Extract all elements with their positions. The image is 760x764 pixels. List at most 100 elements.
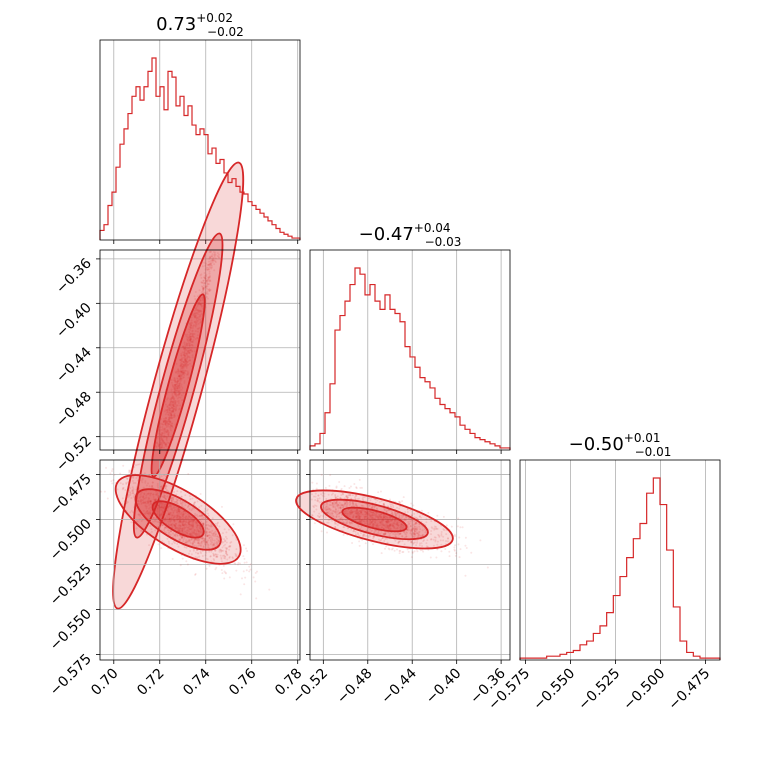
scatter-point xyxy=(164,423,167,426)
scatter-point xyxy=(182,371,185,374)
scatter-point xyxy=(111,469,114,472)
scatter-point xyxy=(168,409,171,412)
scatter-point xyxy=(457,517,460,520)
scatter-point xyxy=(171,396,174,399)
scatter-point xyxy=(172,409,175,412)
scatter-point xyxy=(198,302,201,305)
scatter-point xyxy=(179,358,182,361)
scatter-point xyxy=(170,410,173,413)
scatter-point xyxy=(181,370,184,373)
scatter-point xyxy=(349,485,352,488)
scatter-point xyxy=(254,580,257,583)
scatter-point xyxy=(197,303,200,306)
scatter-point xyxy=(171,509,174,512)
scatter-point xyxy=(173,414,176,417)
scatter-point xyxy=(204,280,207,283)
scatter-point xyxy=(445,524,448,527)
scatter-point xyxy=(205,523,208,526)
scatter-point xyxy=(186,357,189,360)
scatter-point xyxy=(205,541,208,544)
scatter-point xyxy=(174,384,177,387)
scatter-point xyxy=(159,433,162,436)
scatter-point xyxy=(170,402,173,405)
scatter-point xyxy=(169,424,172,427)
scatter-point xyxy=(175,380,178,383)
scatter-point xyxy=(186,370,189,373)
scatter-point xyxy=(200,273,203,276)
scatter-point xyxy=(189,541,192,544)
scatter-point xyxy=(214,257,217,260)
scatter-point xyxy=(144,501,147,504)
scatter-point xyxy=(177,375,180,378)
scatter-point xyxy=(174,409,177,412)
panel-hist-1: −0.47+0.04 −0.03 xyxy=(309,221,511,454)
scatter-point xyxy=(183,353,186,356)
scatter-point xyxy=(190,323,193,326)
scatter-point xyxy=(199,274,202,277)
scatter-point xyxy=(175,370,178,373)
scatter-point xyxy=(410,502,413,505)
scatter-point xyxy=(194,307,197,310)
scatter-point xyxy=(196,513,199,516)
scatter-point xyxy=(190,337,193,340)
scatter-point xyxy=(202,279,205,282)
scatter-point xyxy=(175,387,178,390)
scatter-point xyxy=(163,442,166,445)
scatter-point xyxy=(165,439,168,442)
scatter-point xyxy=(188,344,191,347)
scatter-point xyxy=(189,348,192,351)
scatter-point xyxy=(176,369,179,372)
scatter-point xyxy=(175,404,178,407)
scatter-point xyxy=(161,426,164,429)
scatter-point xyxy=(198,289,201,292)
scatter-point xyxy=(170,422,173,425)
scatter-point xyxy=(167,432,170,435)
density-contour xyxy=(112,161,245,610)
scatter-point xyxy=(176,377,179,380)
scatter-point xyxy=(207,268,210,271)
scatter-point xyxy=(208,274,211,277)
scatter-point xyxy=(160,422,163,425)
scatter-point xyxy=(190,326,193,329)
y-tick-label: −0.48 xyxy=(53,389,95,431)
scatter-point xyxy=(453,533,456,536)
scatter-point xyxy=(189,326,192,329)
scatter-point xyxy=(132,488,135,491)
scatter-point xyxy=(176,404,179,407)
scatter-point xyxy=(169,412,172,415)
scatter-point xyxy=(185,358,188,361)
ticks: −0.575−0.550−0.525−0.500−0.475 xyxy=(485,660,713,713)
scatter-point xyxy=(186,336,189,339)
ticks xyxy=(113,240,299,244)
scatter-point xyxy=(241,577,244,580)
title-param-0: 0.73+0.02 −0.02 xyxy=(156,11,244,39)
scatter-point xyxy=(177,394,180,397)
scatter-point xyxy=(160,446,163,449)
scatter-point xyxy=(232,523,235,526)
scatter-point xyxy=(422,550,425,553)
axes-frame xyxy=(309,249,511,451)
scatter-point xyxy=(192,521,195,524)
scatter-point xyxy=(236,563,239,566)
scatter-point xyxy=(239,593,242,596)
scatter-point xyxy=(189,349,192,352)
scatter-point xyxy=(184,372,187,375)
scatter-point xyxy=(211,258,214,261)
scatter-point xyxy=(164,403,167,406)
scatter-point xyxy=(165,417,168,420)
scatter-point xyxy=(180,374,183,377)
scatter-point xyxy=(206,282,209,285)
scatter-point xyxy=(191,341,194,344)
scatter-point xyxy=(159,441,162,444)
scatter-point xyxy=(188,335,191,338)
scatter-point xyxy=(402,496,405,499)
scatter-point xyxy=(202,289,205,292)
scatter-point xyxy=(455,552,458,555)
scatter-point xyxy=(178,372,181,375)
scatter-point xyxy=(195,312,198,315)
scatter-point xyxy=(189,337,192,340)
scatter-point xyxy=(194,325,197,328)
scatter-point xyxy=(207,288,210,291)
scatter-point xyxy=(195,306,198,309)
scatter-point xyxy=(179,374,182,377)
